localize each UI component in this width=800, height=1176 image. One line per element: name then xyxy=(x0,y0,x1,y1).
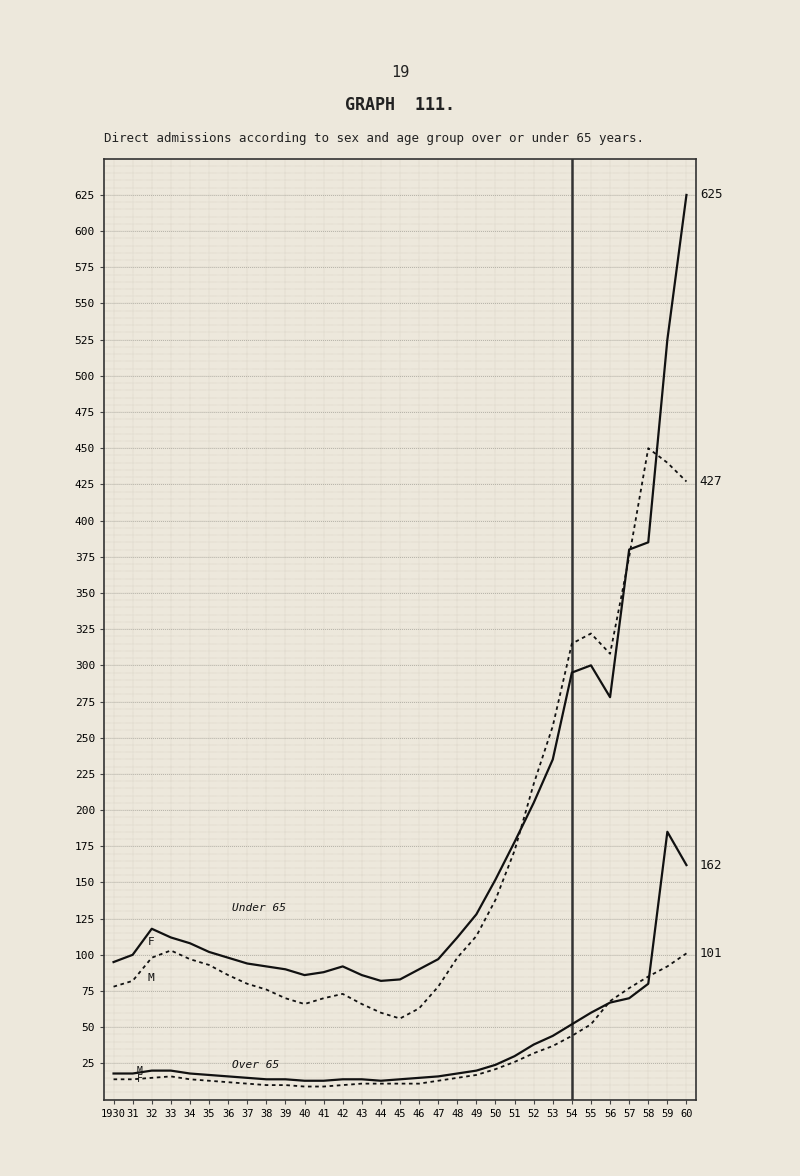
Text: M: M xyxy=(148,973,154,983)
Text: 625: 625 xyxy=(700,188,722,201)
Text: GRAPH  111.: GRAPH 111. xyxy=(345,96,455,114)
Text: 101: 101 xyxy=(700,947,722,960)
Text: Direct admissions according to sex and age group over or under 65 years.: Direct admissions according to sex and a… xyxy=(104,132,644,145)
Text: M: M xyxy=(137,1065,142,1076)
Text: 19: 19 xyxy=(391,65,409,80)
Text: 162: 162 xyxy=(700,858,722,871)
Text: Over 65: Over 65 xyxy=(232,1060,279,1070)
Text: F: F xyxy=(148,937,154,947)
Text: 427: 427 xyxy=(700,475,722,488)
Text: Under 65: Under 65 xyxy=(232,903,286,914)
Text: F: F xyxy=(137,1074,142,1084)
